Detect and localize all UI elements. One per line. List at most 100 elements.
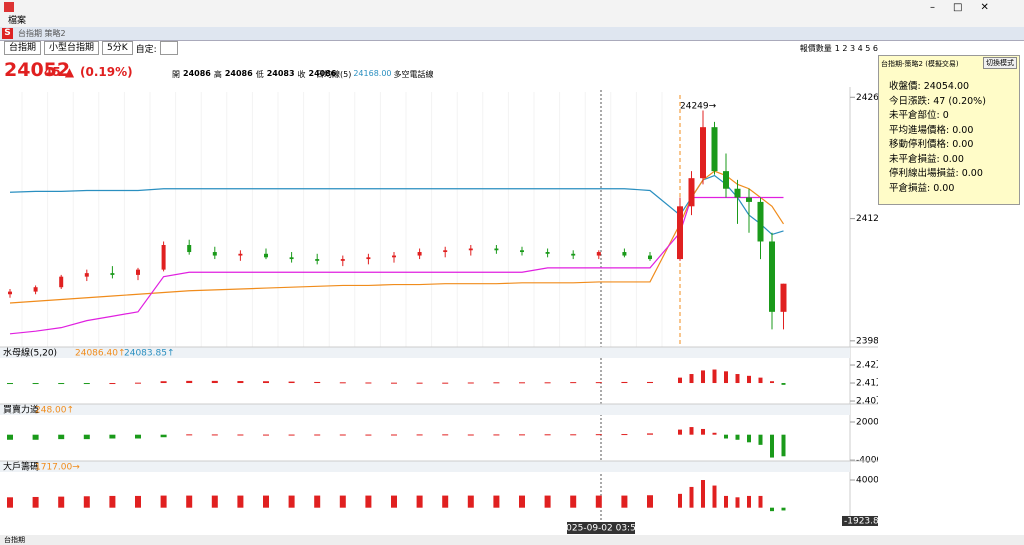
- ohlc-row: 開 24086 高 24086 低 24083 收 24086: [172, 69, 336, 80]
- y-tick-label: 2.41万: [856, 379, 878, 389]
- bar: [237, 495, 244, 508]
- chart-area: 2025-09-02 03:55 24264 24126 23987 24249→ 水母線…: [0, 87, 878, 534]
- candle-body: [315, 259, 320, 261]
- candle-body: [161, 245, 166, 270]
- product-select[interactable]: 台指期: [4, 41, 42, 55]
- candle-body: [622, 252, 627, 256]
- bar: [186, 495, 193, 508]
- bar: [365, 382, 372, 384]
- quote-header: 24052 45 ▲ (0.19%) 開 24086 高 24086 低 24083 …: [0, 57, 878, 87]
- bar: [391, 382, 397, 384]
- candle-body: [596, 252, 601, 256]
- bar: [758, 434, 763, 445]
- bar: [263, 381, 269, 384]
- indicator-line: [9, 196, 784, 335]
- candle-body: [59, 276, 64, 288]
- candle-body: [780, 283, 787, 312]
- bar: [365, 495, 372, 508]
- menu-file[interactable]: 檔案: [8, 16, 27, 26]
- panel-header: [0, 461, 850, 472]
- bar: [339, 434, 346, 436]
- bar: [160, 381, 167, 384]
- panel-line: 停利線出場損益: 0.00: [889, 168, 983, 179]
- bar: [135, 434, 141, 439]
- panel-header: [0, 347, 850, 358]
- switch-mode[interactable]: 切換模式: [983, 57, 1017, 69]
- bar: [747, 495, 751, 508]
- last-value-box: [842, 515, 878, 526]
- candle-body: [187, 245, 192, 253]
- bar: [135, 495, 141, 508]
- bar: [58, 434, 65, 440]
- bar: [109, 383, 116, 385]
- y-tick-label: 2.42万: [856, 361, 878, 371]
- app-bar: 檔案 –□✕: [0, 0, 1024, 27]
- bar: [595, 495, 602, 508]
- bar: [83, 434, 90, 440]
- bar: [32, 496, 39, 508]
- bar: [7, 434, 13, 440]
- bar: [83, 383, 90, 385]
- high: 24086: [224, 69, 253, 78]
- bar: [211, 380, 218, 384]
- bar: [621, 381, 628, 384]
- candle-body: [238, 253, 243, 256]
- candle-body: [723, 171, 729, 189]
- bar: [160, 495, 167, 508]
- bar: [712, 432, 717, 435]
- low: 24083: [266, 69, 295, 78]
- bar: [519, 382, 525, 384]
- bar: [7, 383, 13, 385]
- bar: [595, 434, 602, 436]
- custom-input[interactable]: [159, 41, 178, 55]
- bar: [7, 497, 13, 508]
- bar: [467, 382, 474, 384]
- panel-lines: 收盤價: 24054.00 今日漲跌: 47 (0.20%) 未平倉部位: 0 平均進…: [889, 80, 986, 196]
- quote-options[interactable]: 1 2 3 4 5 6: [834, 43, 878, 53]
- candle-body: [688, 178, 695, 207]
- product2-select[interactable]: 小型台指期: [44, 41, 100, 55]
- bar: [621, 495, 628, 508]
- ma-value: 24168.00: [353, 69, 392, 78]
- panel-value: 1717.00→: [35, 463, 80, 473]
- quote-count: 報價數量: [799, 43, 832, 53]
- bar: [58, 383, 65, 385]
- candle-body: [571, 253, 576, 256]
- bar: [544, 382, 551, 384]
- bar: [32, 383, 39, 385]
- bar: [416, 495, 423, 508]
- bar: [701, 370, 705, 384]
- footer: 台指期: [0, 535, 1024, 545]
- panel-header: [0, 404, 850, 415]
- bar: [493, 382, 500, 384]
- panel-line: 未平倉損益: 0.00: [889, 153, 964, 165]
- bar: [678, 429, 682, 435]
- bar: [339, 495, 346, 508]
- bar: [712, 369, 717, 384]
- candle-body: [136, 269, 140, 275]
- bar: [701, 480, 705, 508]
- high-label: 高: [213, 70, 222, 79]
- panel-line: 移動停利價格: 0.00: [889, 139, 974, 150]
- annotation: 24249→: [680, 102, 717, 112]
- candle-body: [648, 255, 652, 260]
- bar: [237, 381, 244, 384]
- panel-line: 平倉損益: 0.00: [889, 182, 955, 194]
- bar: [781, 434, 786, 457]
- panel-line: 收盤價: 24054.00: [889, 81, 970, 92]
- candle-body: [545, 252, 550, 254]
- candle-body: [110, 273, 115, 275]
- open: 24086: [183, 69, 211, 78]
- candle-body: [212, 252, 217, 256]
- footer-tab[interactable]: 台指期: [4, 536, 25, 544]
- period-select[interactable]: 5分K: [102, 41, 133, 55]
- window-controls[interactable]: –□✕: [930, 2, 1007, 13]
- candle-body: [734, 188, 741, 198]
- bar: [701, 428, 705, 435]
- bar: [442, 495, 449, 508]
- bar: [678, 377, 682, 384]
- close: 24086: [308, 69, 337, 78]
- ma-label: 日均線(5): [316, 70, 352, 79]
- candle-body: [84, 273, 89, 277]
- y-tick-label: 4000: [856, 476, 878, 486]
